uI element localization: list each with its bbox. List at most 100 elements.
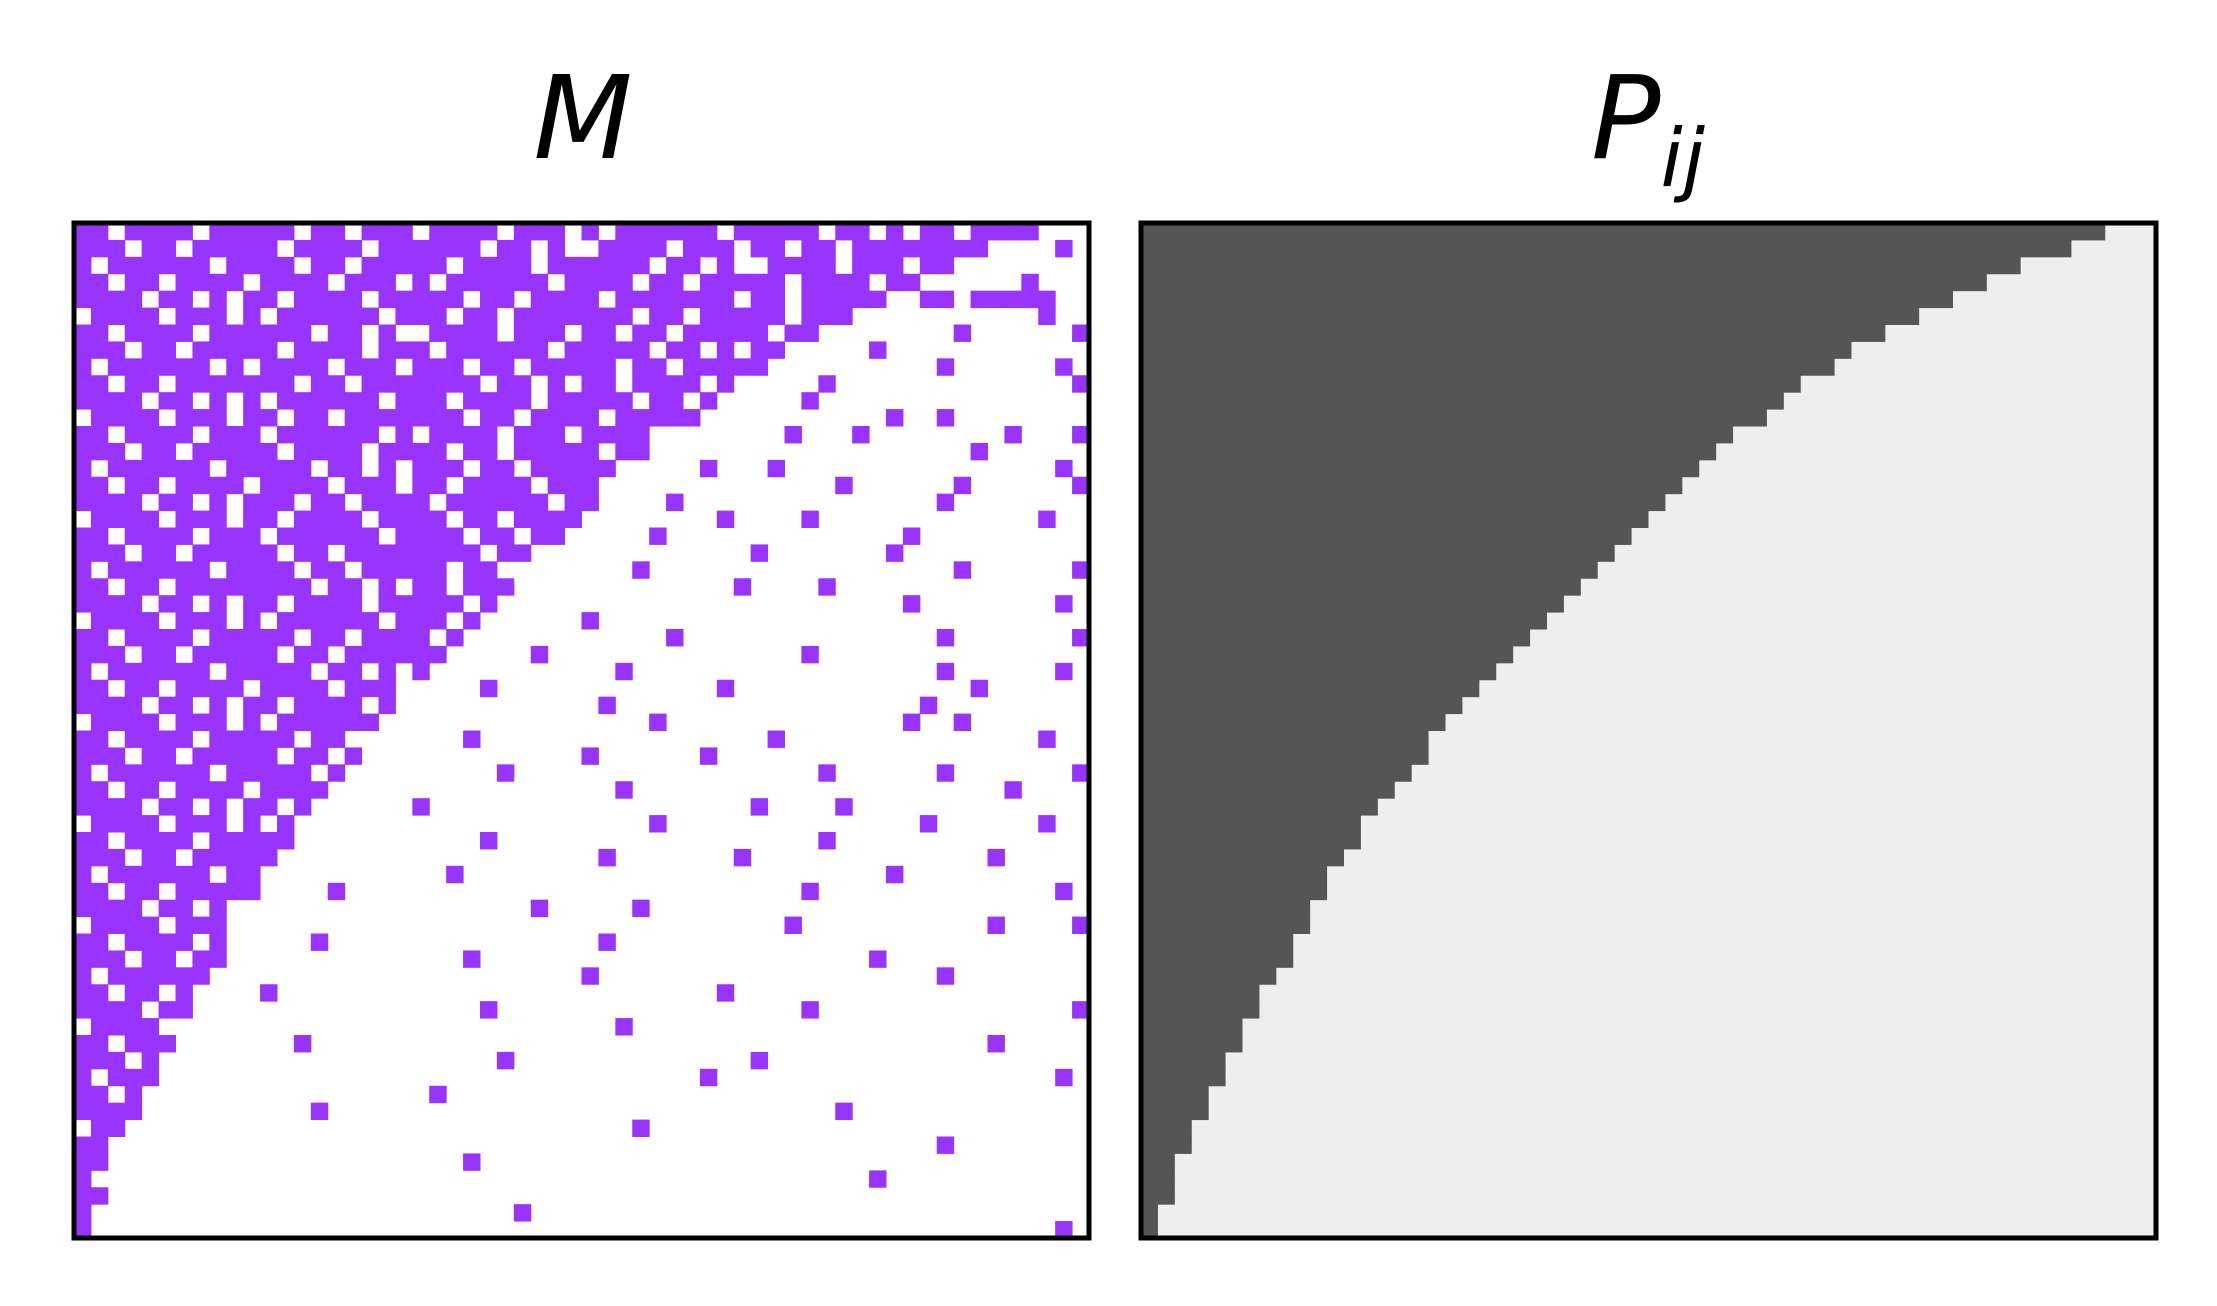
cell	[395, 290, 413, 309]
cell	[632, 290, 650, 309]
cell	[124, 815, 143, 833]
cell	[74, 1051, 92, 1070]
cell	[209, 595, 227, 613]
cell	[192, 865, 210, 884]
cell	[260, 544, 278, 562]
cell	[90, 645, 109, 664]
cell	[784, 324, 802, 342]
row-dark-segment	[1141, 510, 1649, 528]
cell	[90, 815, 109, 833]
cell	[90, 730, 109, 748]
row-dark-segment	[1141, 273, 1987, 292]
cell	[953, 476, 972, 495]
cell	[446, 341, 464, 359]
cell	[293, 341, 312, 359]
cell	[666, 290, 684, 309]
cell	[902, 527, 921, 545]
cell	[74, 273, 92, 292]
row-dark-segment	[1141, 1119, 1192, 1137]
cell	[547, 510, 566, 528]
cell	[209, 645, 227, 664]
cell	[547, 442, 566, 461]
cell	[74, 595, 92, 613]
cell	[378, 341, 396, 359]
cell	[226, 273, 244, 292]
cell	[226, 832, 244, 850]
cell	[141, 409, 160, 427]
cell	[277, 662, 295, 681]
cell	[513, 493, 532, 512]
cell	[361, 679, 379, 698]
cell	[293, 696, 312, 715]
cell	[243, 426, 261, 444]
cell	[310, 629, 329, 647]
cell	[310, 595, 329, 613]
cell	[361, 629, 379, 647]
cell	[598, 341, 616, 359]
cell	[90, 1001, 109, 1019]
cell	[463, 950, 481, 968]
cell	[226, 747, 244, 765]
cell	[513, 544, 532, 562]
cell	[683, 239, 701, 258]
cell	[649, 239, 667, 258]
cell	[598, 848, 616, 867]
cell	[361, 561, 379, 579]
cell	[598, 933, 616, 951]
cell	[226, 324, 244, 342]
cell	[310, 544, 329, 562]
cell	[446, 595, 464, 613]
cell	[243, 612, 261, 630]
cell	[615, 426, 633, 444]
cell	[429, 544, 447, 562]
cell	[209, 290, 227, 309]
cell	[209, 815, 227, 833]
cell	[801, 324, 819, 342]
cell	[564, 290, 582, 309]
cell	[699, 358, 718, 376]
cell	[277, 273, 295, 292]
cell	[74, 967, 92, 985]
cell	[226, 239, 244, 258]
cell	[74, 798, 92, 816]
cell	[1072, 916, 1090, 934]
cell	[615, 392, 633, 410]
cell	[463, 561, 481, 579]
cell	[344, 273, 363, 292]
cell	[1055, 239, 1073, 258]
cell	[835, 1102, 853, 1121]
cell	[226, 358, 244, 376]
cell	[124, 1085, 143, 1104]
cell	[90, 1153, 109, 1171]
cell	[277, 392, 295, 410]
cell	[243, 544, 261, 562]
cell	[1072, 476, 1090, 495]
cell	[310, 696, 329, 715]
cell	[835, 290, 853, 309]
cell	[344, 409, 363, 427]
cell	[632, 426, 650, 444]
cell	[936, 290, 955, 309]
cell	[74, 832, 92, 850]
cell	[141, 950, 160, 968]
cell	[209, 375, 227, 393]
cell	[936, 629, 955, 647]
cell	[463, 1153, 481, 1171]
cell	[158, 967, 176, 985]
cell	[530, 307, 549, 325]
cell	[496, 493, 515, 512]
cell	[243, 832, 261, 850]
cell	[632, 341, 650, 359]
cell	[429, 358, 447, 376]
cell	[615, 341, 633, 359]
cell	[107, 899, 126, 918]
cell	[716, 290, 735, 309]
cell	[175, 595, 193, 613]
cell	[327, 493, 346, 512]
cell	[361, 307, 379, 325]
cell	[74, 747, 92, 765]
cell	[716, 239, 735, 258]
cell	[395, 442, 413, 461]
cell	[74, 527, 92, 545]
cell	[107, 662, 126, 681]
